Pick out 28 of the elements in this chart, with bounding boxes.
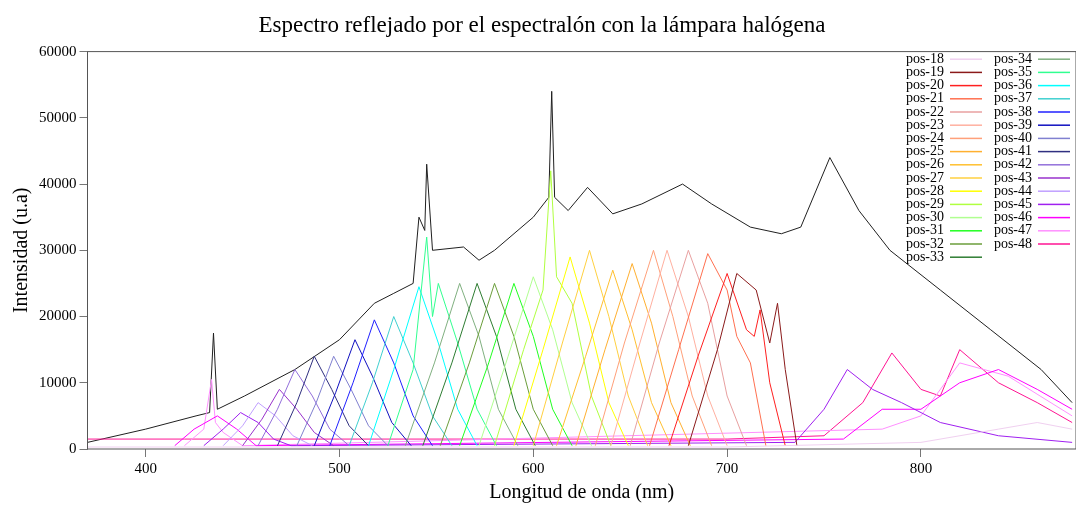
x-tick-label: 400	[134, 459, 157, 476]
legend-label: pos-23	[905, 116, 944, 132]
x-tick-label: 700	[715, 459, 739, 476]
legend-label: pos-29	[905, 196, 944, 212]
legend-label: pos-35	[993, 64, 1032, 80]
chart-title: Espectro reflejado por el espectralón con la lámpara halógena	[258, 11, 826, 37]
x-tick-label: 500	[328, 459, 351, 476]
x-tick-label: 800	[909, 459, 933, 476]
legend-label: pos-45	[993, 196, 1032, 212]
y-tick-label: 30000	[39, 241, 77, 258]
y-tick-label: 40000	[39, 175, 77, 191]
legend-label: pos-39	[993, 116, 1032, 132]
y-axis-title: Intensidad (u.a)	[9, 187, 33, 314]
y-tick-label: 20000	[39, 307, 77, 324]
legend-label: pos-28	[905, 182, 944, 198]
legend-label: pos-18	[905, 50, 944, 66]
x-axis-title: Longitud de onda (nm)	[489, 480, 675, 504]
y-tick-label: 10000	[39, 373, 77, 390]
legend-label: pos-40	[993, 130, 1032, 146]
legend-label: pos-44	[993, 182, 1032, 198]
x-tick-label: 600	[522, 459, 545, 476]
y-tick-label: 0	[69, 439, 77, 456]
legend-label: pos-19	[905, 64, 944, 80]
legend-label: pos-24	[905, 130, 944, 146]
legend-label: pos-33	[905, 248, 944, 264]
y-tick-label: 50000	[39, 108, 77, 125]
y-tick-label: 60000	[39, 42, 77, 59]
legend-label: pos-34	[993, 50, 1032, 66]
